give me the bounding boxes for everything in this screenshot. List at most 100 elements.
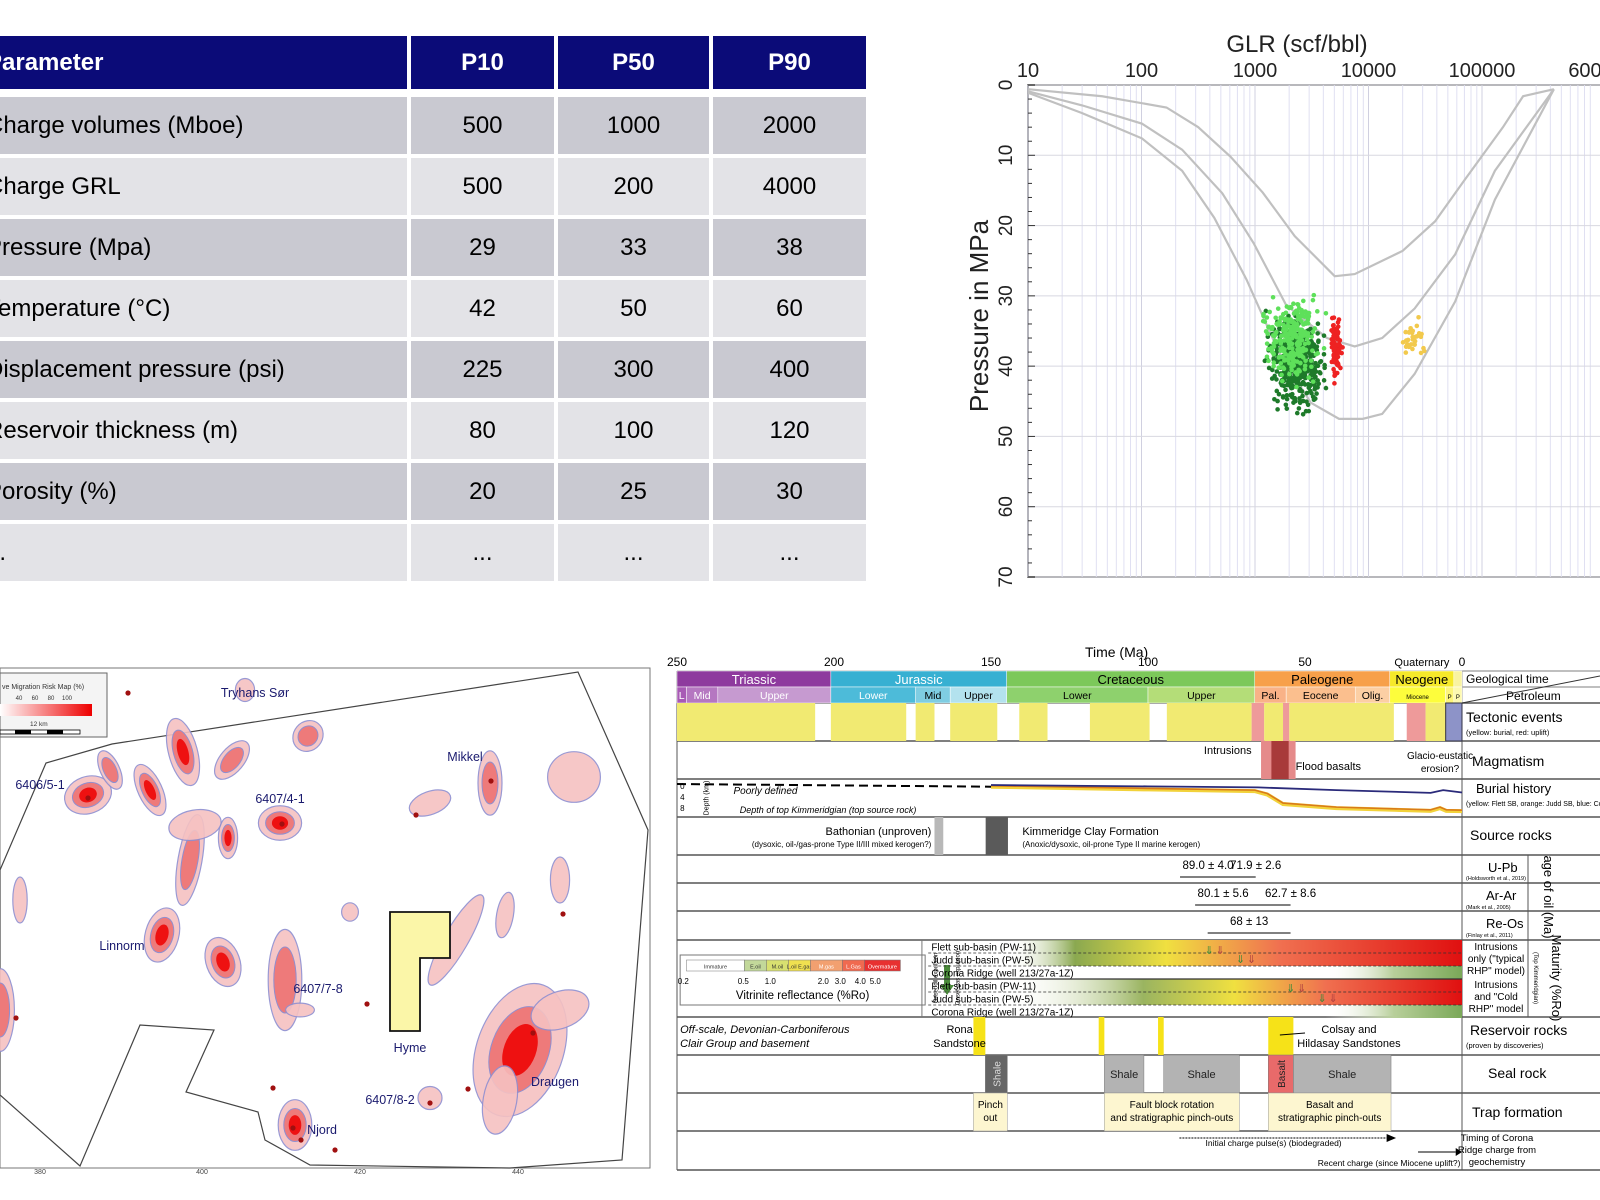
data-point [1289,394,1295,400]
risk-high-zone [224,829,232,847]
seal-bar [1104,1054,1145,1094]
table-cell: Reservoir thickness (m) [0,402,411,463]
data-point [1301,298,1306,304]
table-cell: Pressure (Mpa) [0,219,411,280]
time-tick-label: 50 [1298,655,1312,669]
depth-axis-label: Depth (km) [703,781,710,816]
data-point [1294,372,1300,377]
data-point [1315,351,1321,356]
maturity-class-label: E.oil [750,965,761,971]
data-point [1283,387,1288,393]
maturity-class-label: L.oil E.gas [787,965,813,971]
data-point [1304,390,1310,396]
data-point [1295,313,1301,318]
table-cell: Displacement pressure (psi) [0,341,411,402]
table-cell: 120 [713,402,866,463]
data-point [1408,342,1414,347]
oil-onset-arrow-icon: ⇓ [1286,983,1295,995]
data-point [1302,314,1308,320]
row-label-magmatism: Magmatism [1472,753,1544,769]
risk-area [97,750,123,790]
tectonic-event-burial [1166,703,1252,741]
well-marker [364,1001,370,1007]
expulsion-arrow-icon [940,965,955,995]
data-point [1294,410,1300,416]
data-point [1331,352,1336,358]
maturity-class-label: Immature [704,965,727,971]
data-point [1315,331,1320,336]
field-label: 6407/7-8 [293,982,342,996]
data-point [1301,322,1306,327]
data-point [1284,393,1290,398]
data-point [1305,402,1311,408]
row-label-reos: Re-Os [1486,916,1524,931]
label-line: Glacio-eustatic [1407,751,1473,762]
data-point [1278,338,1284,344]
data-point [1289,364,1294,370]
data-point [1273,315,1278,321]
tectonic-event-burial [1425,703,1446,741]
risk-area [234,677,256,703]
risk-area [549,856,571,904]
label-line: Fault block rotation [1130,1100,1215,1111]
data-point [1296,367,1301,373]
data-point [1322,362,1327,368]
row-label-geo_time: Geological time [1466,672,1549,686]
table-cell: Temperature (°C) [0,280,411,341]
maturity-gradient-bar [1006,940,1462,953]
table-row: Temperature (°C) 42 50 60 [0,280,866,341]
data-point [1271,333,1277,338]
arrow-head-icon [1386,1134,1397,1142]
data-point [1284,406,1290,411]
table-cell: 38 [713,219,866,280]
risk-area [63,775,113,815]
x-tick-label: 420 [354,1169,366,1176]
data-point [1405,337,1411,343]
tectonic-event-uplift [1251,703,1265,741]
label-line: Pinch [978,1100,1003,1111]
data-point [1274,369,1280,374]
legend-tick: 100 [62,696,73,702]
epoch-label: Eocene [1303,690,1339,702]
data-point [1270,294,1276,300]
vitrinite-title: Vitrinite reflectance (%Ro) [736,990,870,1002]
data-point [1271,364,1276,369]
risk-area [292,719,324,753]
table-cell: 33 [558,219,713,280]
maturity-row-label: Flett sub-basin (PW-11) [931,943,1036,954]
row-label-arar_ref: (Mark et al., 2005) [1466,905,1511,911]
row-label-mat1: Intrusions only ("typical RHP" model) [1467,942,1525,977]
row-label-upb: U-Pb [1488,860,1518,875]
row-label-reservoir: Reservoir rocks [1470,1022,1567,1038]
data-point [1288,304,1293,310]
risk-area [495,891,515,939]
gas-onset-arrow-icon: ⇓ [1329,993,1338,1005]
data-point [1332,370,1338,375]
data-point [1292,325,1298,331]
well-marker [465,1086,471,1092]
burial-flett-line [990,784,1463,814]
pressure-glr-chart: 1010010001000010000060000001020304050607… [964,31,1600,588]
data-point [1298,346,1304,352]
time-tick-label: 100 [1138,655,1158,669]
data-point [1264,315,1270,320]
row-label-burial: Burial history [1476,781,1552,796]
table-cell: 20 [411,463,558,524]
risk-low-zone [495,891,515,939]
well-marker [125,690,131,696]
well-marker [427,1100,433,1106]
row-label-seal: Seal rock [1488,1065,1547,1081]
table-cell: ... [411,524,558,585]
epoch-label: Lower [1063,690,1092,702]
data-point [1336,347,1342,353]
data-point [1280,378,1285,384]
data-point [1331,315,1337,320]
data-point [1301,380,1307,386]
data-point [1316,338,1321,344]
maturity-gradient-bar [1006,953,1462,966]
oil-onset-arrow-icon: ⇓ [1318,993,1327,1005]
data-point [1282,358,1287,363]
data-point [1416,314,1421,320]
colsay-label: Hildasay Sandstones [1297,1038,1401,1050]
